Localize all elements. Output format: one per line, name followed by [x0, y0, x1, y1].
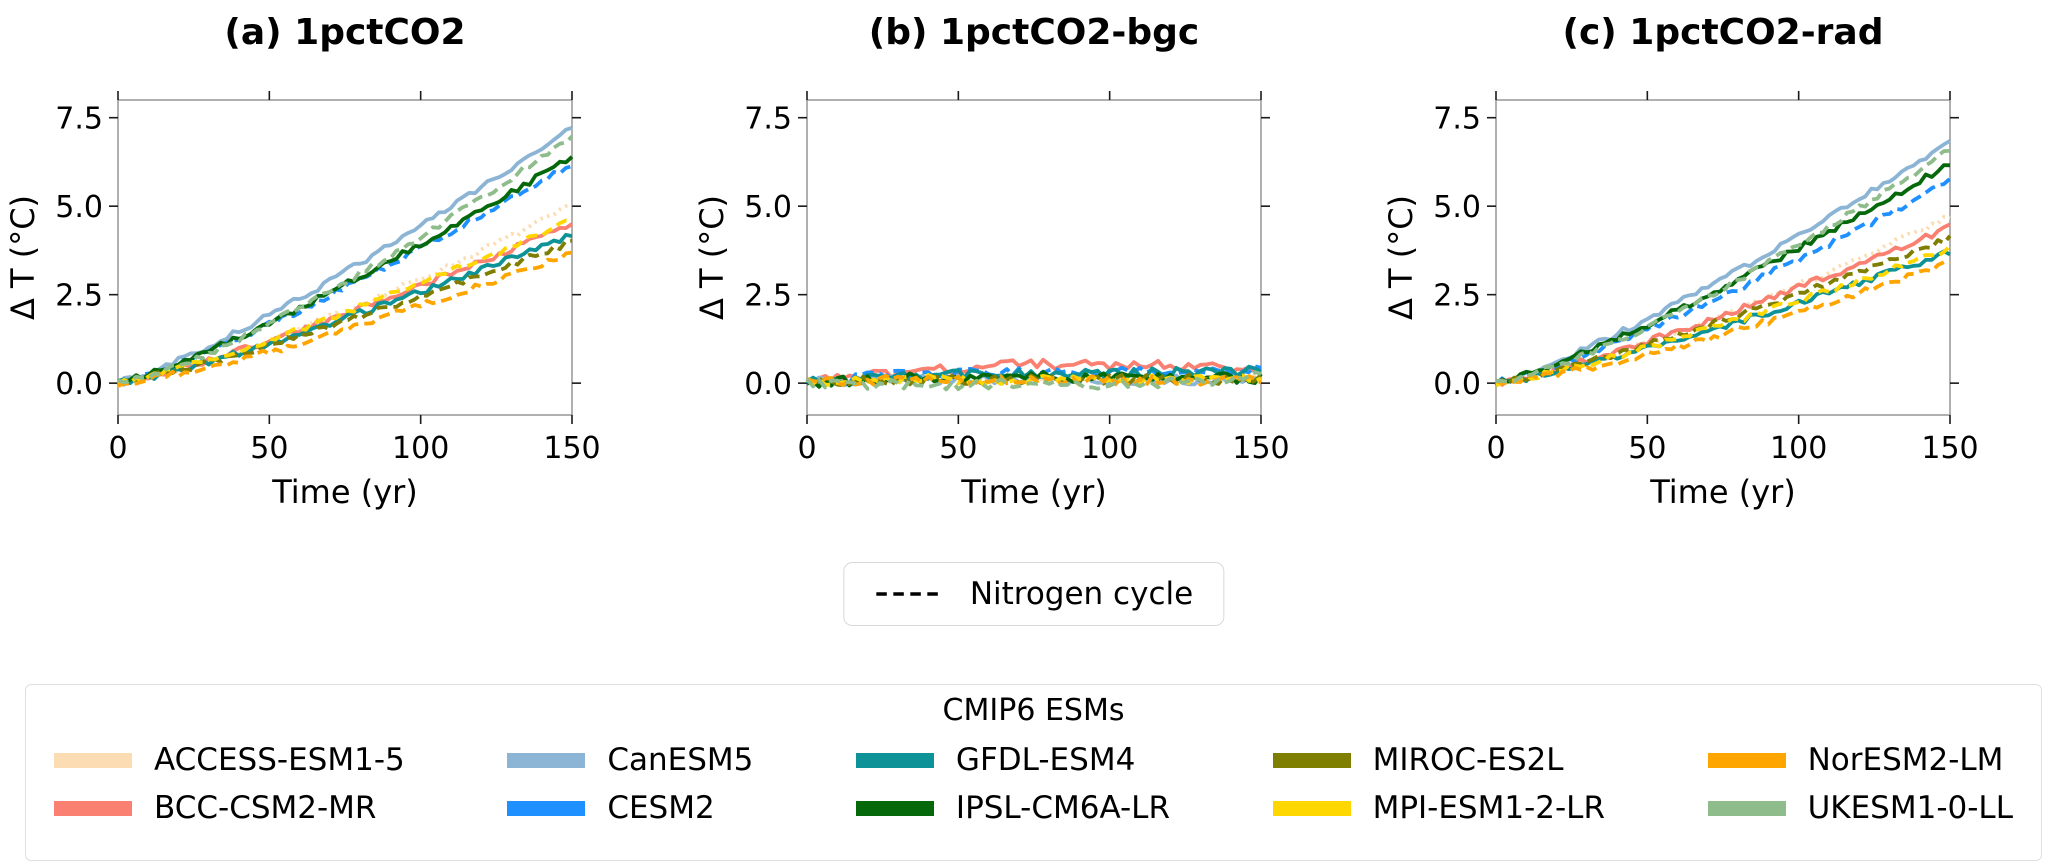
legend-label: UKESM1-0-LL	[1807, 790, 2013, 826]
legend-column: ACCESS-ESM1-5 BCC-CSM2-MR	[54, 736, 405, 832]
panel-b-ylabel: Δ T (°C)	[693, 195, 731, 320]
y-tick-label: 5.0	[744, 190, 792, 225]
panel-b-xlabel: Time (yr)	[960, 473, 1107, 511]
legend-label: NorESM2-LM	[1807, 742, 2004, 778]
legend-label: MPI-ESM1-2-LR	[1372, 790, 1605, 826]
legend-label: CanESM5	[607, 742, 754, 778]
series-UKESM1-0-LL	[1495, 149, 1951, 384]
cmip6-legend-title: CMIP6 ESMs	[942, 693, 1125, 728]
panel-a-xlabel: Time (yr)	[271, 473, 418, 511]
x-tick-label: 100	[392, 431, 449, 466]
y-tick-label: 2.5	[1433, 279, 1481, 314]
legend-swatch	[1272, 800, 1351, 816]
legend-entry: CanESM5	[507, 740, 753, 780]
series-UKESM1-0-LL	[805, 370, 1262, 392]
legend-swatch	[1707, 752, 1786, 768]
legend-label: GFDL-ESM4	[955, 742, 1136, 778]
panel-c-ylabel: Δ T (°C)	[1382, 195, 1420, 320]
x-tick-label: 100	[1081, 431, 1138, 466]
legend-swatch	[54, 752, 132, 768]
legend-entry: ACCESS-ESM1-5	[54, 740, 405, 780]
panel-b-plot-frame	[806, 99, 1262, 416]
legend-label: MIROC-ES2L	[1372, 742, 1564, 778]
series-NorESM2-LM	[117, 250, 573, 388]
panel-b-chart: (b) 1pctCO2-bgc 0.0 2.5 5.0 7.5 0 50 100 150 Time…	[693, 12, 1290, 511]
legend-column: NorESM2-LM UKESM1-0-LL	[1707, 736, 2013, 832]
x-tick-label: 0	[797, 431, 816, 466]
panel-a-plot-frame	[117, 99, 573, 416]
series-MPI-ESM1-2-LR	[116, 218, 573, 386]
panel-c-xlabel: Time (yr)	[1649, 473, 1796, 511]
legend-swatch	[855, 752, 934, 768]
legend-swatch	[507, 752, 586, 768]
series-MPI-ESM1-2-LR	[1495, 244, 1952, 388]
legend-column: CanESM5 CESM2	[507, 736, 753, 832]
series-NorESM2-LM	[1495, 260, 1951, 386]
y-tick-label: 7.5	[744, 102, 792, 137]
legend-swatch	[855, 800, 934, 816]
panel-c-title: (c) 1pctCO2-rad	[1563, 12, 1884, 53]
cmip6-legend-grid: ACCESS-ESM1-5 BCC-CSM2-MR CanESM5 CESM2 GFDL…	[26, 728, 2041, 832]
legend-swatch	[507, 800, 586, 816]
x-tick-label: 50	[939, 431, 977, 466]
legend-swatch	[1272, 752, 1351, 768]
y-tick-label: 5.0	[1433, 190, 1481, 225]
legend-swatch	[54, 800, 132, 816]
legend-column: GFDL-ESM4 IPSL-CM6A-LR	[855, 736, 1170, 832]
legend-label: IPSL-CM6A-LR	[955, 790, 1170, 826]
y-tick-label: 2.5	[744, 279, 792, 314]
legend-entry: CESM2	[507, 788, 753, 828]
legend-column: MIROC-ES2L MPI-ESM1-2-LR	[1272, 736, 1605, 832]
series-UKESM1-0-LL	[117, 135, 574, 385]
x-tick-label: 100	[1770, 431, 1827, 466]
panel-b-title: (b) 1pctCO2-bgc	[869, 12, 1199, 53]
x-tick-label: 150	[1921, 431, 1978, 466]
series-MIROC-ES2L	[1494, 234, 1952, 387]
legend-entry: NorESM2-LM	[1707, 740, 2013, 780]
legend-label: BCC-CSM2-MR	[154, 790, 377, 826]
y-tick-label: 7.5	[1433, 102, 1481, 137]
y-tick-label: 5.0	[55, 190, 103, 225]
nitrogen-cycle-label: Nitrogen cycle	[969, 576, 1194, 612]
y-tick-label: 0.0	[55, 367, 103, 402]
legend-entry: GFDL-ESM4	[855, 740, 1170, 780]
series-CanESM5	[116, 125, 573, 387]
x-tick-label: 50	[1628, 431, 1666, 466]
y-tick-label: 0.0	[1433, 367, 1481, 402]
x-tick-label: 0	[1486, 431, 1505, 466]
charts-row: (a) 1pctCO2 0.0 2.5 5.0 7.5 0 50 100 150 Time (yr…	[4, 12, 1979, 511]
series-BCC-CSM2-MR	[806, 357, 1262, 384]
y-tick-label: 7.5	[55, 102, 103, 137]
legend-label: CESM2	[607, 790, 715, 826]
panel-a-chart: (a) 1pctCO2 0.0 2.5 5.0 7.5 0 50 100 150 Time (yr…	[4, 12, 601, 511]
legend-swatch	[1707, 800, 1786, 816]
x-tick-label: 0	[108, 431, 127, 466]
x-tick-label: 150	[543, 431, 600, 466]
panel-c-plot-frame	[1495, 99, 1951, 416]
x-tick-label: 150	[1232, 431, 1289, 466]
legend-label: ACCESS-ESM1-5	[154, 742, 405, 778]
y-tick-label: 0.0	[744, 367, 792, 402]
panel-a-ylabel: Δ T (°C)	[4, 195, 42, 320]
legend-entry: MPI-ESM1-2-LR	[1272, 788, 1605, 828]
legend-entry: MIROC-ES2L	[1272, 740, 1605, 780]
series-GFDL-ESM4	[117, 232, 573, 386]
series-CESM2	[1494, 177, 1952, 386]
series-CanESM5	[1495, 139, 1951, 384]
legend-entry: BCC-CSM2-MR	[54, 788, 405, 828]
panel-c-chart: (c) 1pctCO2-rad 0.0 2.5 5.0 7.5 0 50 100 150 Time…	[1382, 12, 1979, 511]
legend-entry: IPSL-CM6A-LR	[855, 788, 1170, 828]
y-tick-label: 2.5	[55, 279, 103, 314]
x-tick-label: 50	[250, 431, 288, 466]
nitrogen-cycle-legend: Nitrogen cycle	[842, 562, 1225, 626]
legend-entry: UKESM1-0-LL	[1707, 788, 2013, 828]
cmip6-legend: CMIP6 ESMs ACCESS-ESM1-5 BCC-CSM2-MR CanES…	[25, 684, 2042, 861]
panel-a-title: (a) 1pctCO2	[224, 12, 465, 53]
dashed-line-icon	[875, 592, 940, 596]
